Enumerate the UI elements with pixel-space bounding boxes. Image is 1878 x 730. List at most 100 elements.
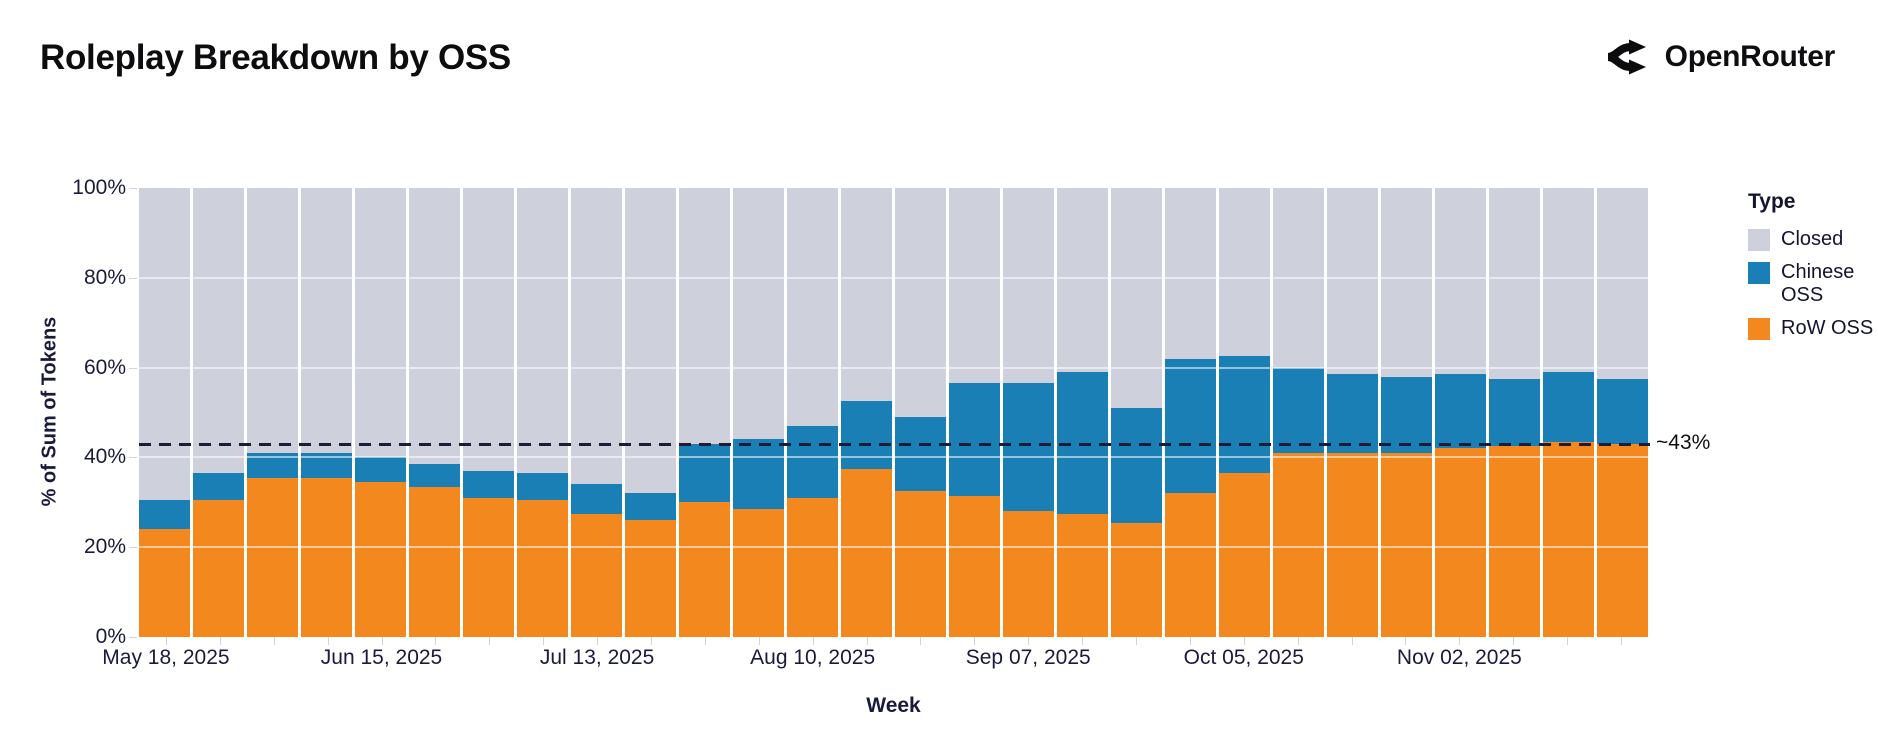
bar-oct-26-2025 bbox=[1381, 188, 1432, 637]
segment-row-oss bbox=[1381, 452, 1432, 637]
bar-sep-21-2025 bbox=[1111, 188, 1162, 637]
legend-label: Closed bbox=[1781, 228, 1844, 250]
segment-closed bbox=[1597, 188, 1648, 379]
segment-row-oss bbox=[1489, 446, 1540, 637]
segment-chinese-oss bbox=[1003, 383, 1054, 512]
openrouter-logo-icon bbox=[1605, 34, 1651, 80]
bar-oct-05-2025 bbox=[1219, 188, 1270, 637]
segment-row-oss bbox=[1219, 473, 1270, 637]
segment-closed bbox=[679, 188, 730, 444]
x-tick-mark bbox=[1136, 637, 1138, 645]
x-axis-labels: May 18, 2025 Jun 15, 2025 Jul 13, 2025 Aug … bbox=[102, 646, 1648, 674]
bar-nov-16-2025 bbox=[1543, 188, 1594, 637]
y-tick-mark-20 bbox=[129, 547, 137, 549]
segment-row-oss bbox=[463, 497, 514, 637]
segment-row-oss bbox=[571, 513, 622, 637]
bar-jun-15-2025 bbox=[355, 188, 406, 637]
segment-closed bbox=[517, 188, 568, 474]
segment-chinese-oss bbox=[1543, 372, 1594, 442]
x-tick-mark bbox=[758, 637, 760, 645]
x-tick-mark bbox=[435, 637, 437, 645]
segment-chinese-oss bbox=[625, 493, 676, 521]
x-tick-mark bbox=[1189, 637, 1191, 645]
segment-closed bbox=[571, 188, 622, 485]
segment-row-oss bbox=[193, 500, 244, 637]
segment-row-oss bbox=[949, 495, 1000, 637]
legend-title: Type bbox=[1748, 190, 1796, 213]
segment-row-oss bbox=[625, 520, 676, 637]
bar-oct-19-2025 bbox=[1327, 188, 1378, 637]
segment-chinese-oss bbox=[949, 383, 1000, 496]
x-tick-mark bbox=[1028, 637, 1030, 645]
x-tick-mark bbox=[273, 637, 275, 645]
y-tick-label-0: 0% bbox=[95, 625, 126, 648]
legend: Type Closed Chinese OSS RoW OSS bbox=[1748, 190, 1876, 349]
segment-closed bbox=[301, 188, 352, 453]
segment-row-oss bbox=[1543, 441, 1594, 637]
segment-closed bbox=[895, 188, 946, 417]
y-tick-label-40: 40% bbox=[83, 445, 126, 469]
y-tick-label-60: 60% bbox=[83, 355, 126, 379]
y-tick-mark-60 bbox=[129, 367, 137, 369]
x-tick-mark bbox=[1297, 637, 1299, 645]
segment-chinese-oss bbox=[571, 484, 622, 514]
legend-swatch-row-oss bbox=[1748, 317, 1770, 340]
bar-nov-09-2025 bbox=[1489, 188, 1540, 637]
x-tick-mark bbox=[1243, 637, 1245, 645]
x-tick-mark bbox=[920, 637, 922, 645]
bar-jun-08-2025 bbox=[301, 188, 352, 637]
segment-chinese-oss bbox=[1165, 358, 1216, 494]
segment-row-oss bbox=[1435, 448, 1486, 637]
segment-row-oss bbox=[787, 497, 838, 637]
segment-chinese-oss bbox=[139, 500, 190, 530]
x-tick-mark bbox=[543, 637, 545, 645]
segment-row-oss bbox=[1273, 452, 1324, 637]
bar-sep-28-2025 bbox=[1165, 188, 1216, 637]
segment-row-oss bbox=[517, 500, 568, 637]
bar-jun-29-2025 bbox=[463, 188, 514, 637]
bar-aug-10-2025 bbox=[787, 188, 838, 637]
segment-row-oss bbox=[1111, 522, 1162, 637]
segment-chinese-oss bbox=[1057, 372, 1108, 514]
segment-chinese-oss bbox=[1273, 367, 1324, 453]
segment-chinese-oss bbox=[1489, 378, 1540, 447]
bar-aug-24-2025 bbox=[895, 188, 946, 637]
x-tick-mark bbox=[327, 637, 329, 645]
x-tick-mark bbox=[866, 637, 868, 645]
segment-row-oss bbox=[1327, 452, 1378, 637]
segment-closed bbox=[1489, 188, 1540, 379]
segment-closed bbox=[733, 188, 784, 440]
x-tick-mark bbox=[1351, 637, 1353, 645]
legend-item-chinese-oss: Chinese OSS bbox=[1748, 261, 1876, 308]
segment-row-oss bbox=[355, 482, 406, 637]
x-tick-mark bbox=[1405, 637, 1407, 645]
y-tick-mark-40 bbox=[129, 457, 137, 459]
segment-chinese-oss bbox=[193, 473, 244, 501]
segment-row-oss bbox=[1165, 493, 1216, 637]
segment-chinese-oss bbox=[1381, 376, 1432, 453]
y-tick-label-100: 100% bbox=[72, 176, 126, 199]
x-tick-mark bbox=[1621, 637, 1623, 645]
x-tick-mark bbox=[1513, 637, 1515, 645]
x-tick-mark bbox=[489, 637, 491, 645]
segment-closed bbox=[1219, 188, 1270, 357]
x-tick-mark bbox=[812, 637, 814, 645]
bar-sep-14-2025 bbox=[1057, 188, 1108, 637]
x-tick-mark bbox=[650, 637, 652, 645]
segment-closed bbox=[1165, 188, 1216, 359]
segment-closed bbox=[193, 188, 244, 474]
x-tick-mark bbox=[974, 637, 976, 645]
segment-chinese-oss bbox=[1219, 356, 1270, 474]
segment-row-oss bbox=[733, 509, 784, 637]
x-tick-mark bbox=[1082, 637, 1084, 645]
segment-closed bbox=[1057, 188, 1108, 373]
segment-chinese-oss bbox=[301, 452, 352, 478]
segment-closed bbox=[1327, 188, 1378, 375]
bar-aug-31-2025 bbox=[949, 188, 1000, 637]
segment-chinese-oss bbox=[409, 464, 460, 487]
segment-closed bbox=[1273, 188, 1324, 368]
bar-nov-23-2025 bbox=[1597, 188, 1648, 637]
legend-label: Chinese OSS bbox=[1781, 260, 1855, 307]
bar-may-25-2025 bbox=[193, 188, 244, 637]
bar-jun-22-2025 bbox=[409, 188, 460, 637]
